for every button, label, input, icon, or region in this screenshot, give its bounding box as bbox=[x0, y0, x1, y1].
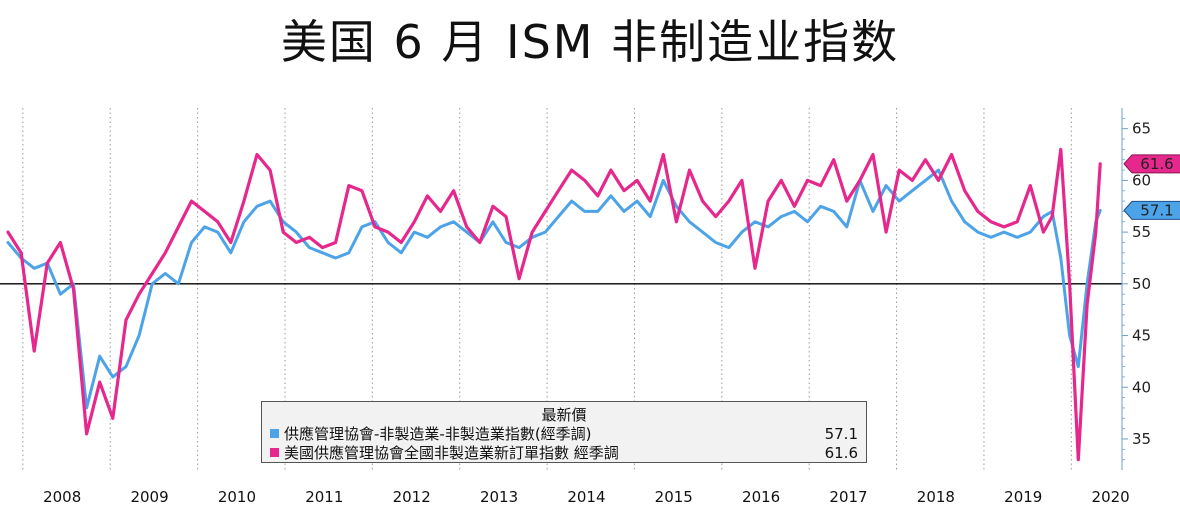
series-line-blue bbox=[6, 168, 1102, 410]
legend-item-name: 供應管理協會-非製造業-非製造業指數(經季調) bbox=[284, 425, 592, 443]
y-tick-label: 55 bbox=[1132, 223, 1151, 241]
x-tick-label: 2014 bbox=[567, 488, 605, 506]
legend-item-name: 美國供應管理協會全國非製造業新訂單指數 經季調 bbox=[284, 444, 619, 462]
legend-item-0: 供應管理協會-非製造業-非製造業指數(經季調) 57.1 bbox=[262, 424, 866, 443]
x-tick-label: 2018 bbox=[917, 488, 955, 506]
legend-item-value: 61.6 bbox=[824, 443, 858, 462]
series-line-pink bbox=[6, 147, 1102, 462]
x-tick-label: 2013 bbox=[480, 488, 518, 506]
x-tick-label: 2015 bbox=[655, 488, 693, 506]
axis-layer bbox=[0, 108, 1128, 470]
legend-item-value: 57.1 bbox=[824, 424, 858, 443]
y-tick-label: 40 bbox=[1132, 378, 1151, 396]
y-tick-label: 60 bbox=[1132, 171, 1151, 189]
y-tick-label: 65 bbox=[1132, 120, 1151, 138]
legend-swatch-pink bbox=[270, 448, 279, 457]
last-value-label: 57.1 bbox=[1140, 201, 1173, 219]
x-tick-label: 2011 bbox=[305, 488, 343, 506]
legend-item-1: 美國供應管理協會全國非製造業新訂單指數 經季調 61.6 bbox=[262, 443, 866, 462]
y-tick-label: 45 bbox=[1132, 327, 1151, 345]
x-tick-label: 2020 bbox=[1092, 488, 1130, 506]
x-tick-label: 2008 bbox=[43, 488, 81, 506]
x-tick-label: 2009 bbox=[130, 488, 168, 506]
label-layer: 35 40 45 50 55 60 65 2008 2009 2010 2011 2012 2013 20… bbox=[43, 120, 1180, 506]
x-tick-label: 2016 bbox=[742, 488, 780, 506]
legend-swatch-blue bbox=[270, 429, 279, 438]
last-value-label: 61.6 bbox=[1140, 155, 1173, 173]
y-tick-label: 50 bbox=[1132, 275, 1151, 293]
last-value-tag-pink bbox=[1123, 154, 1180, 174]
x-tick-label: 2017 bbox=[829, 488, 867, 506]
x-tick-label: 2010 bbox=[218, 488, 256, 506]
x-tick-label: 2012 bbox=[393, 488, 431, 506]
chart-title: 美国 6 月 ISM 非制造业指数 bbox=[280, 15, 900, 69]
legend: 最新價 供應管理協會-非製造業-非製造業指數(經季調) 57.1 美國供應管理協… bbox=[261, 401, 867, 463]
x-tick-label: 2019 bbox=[1004, 488, 1042, 506]
series-layer bbox=[6, 147, 1102, 462]
last-value-tag-blue bbox=[1123, 200, 1180, 220]
legend-title: 最新價 bbox=[541, 406, 587, 424]
y-tick-label: 35 bbox=[1132, 430, 1151, 448]
